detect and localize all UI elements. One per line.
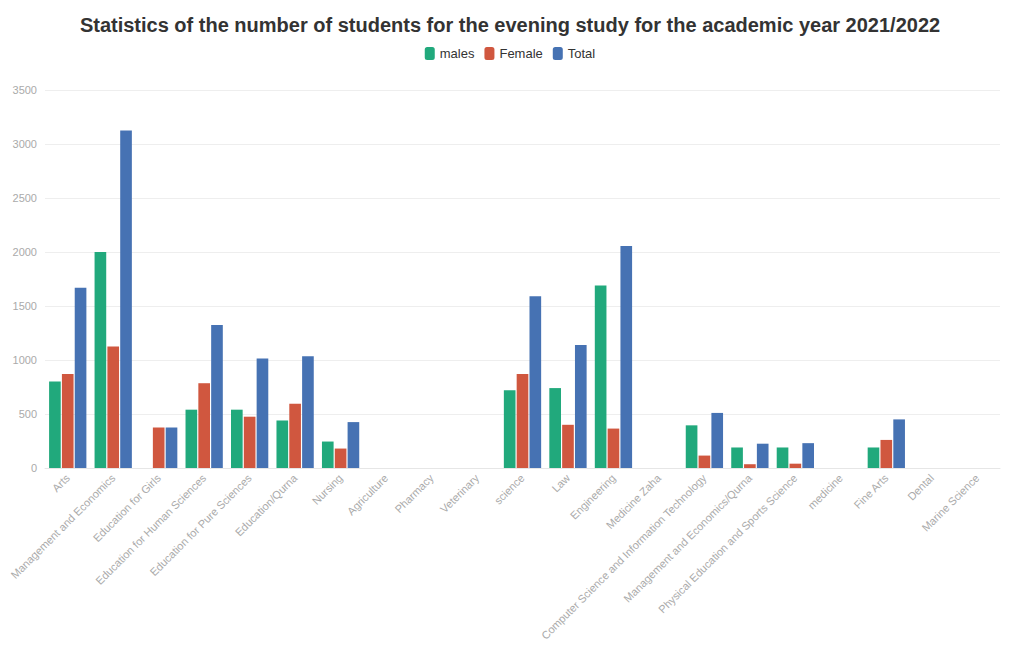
svg-text:males: males [440, 46, 475, 61]
svg-text:1000: 1000 [13, 354, 37, 366]
svg-text:0: 0 [31, 462, 37, 474]
svg-text:medicine: medicine [806, 472, 846, 512]
svg-text:Management and Economics: Management and Economics [8, 471, 118, 581]
svg-text:Physical Education and Sports: Physical Education and Sports Science [656, 472, 800, 616]
svg-text:Engineering: Engineering [568, 472, 618, 522]
svg-text:500: 500 [19, 408, 37, 420]
svg-text:Fine Arts: Fine Arts [851, 471, 890, 510]
svg-text:Veterinary: Veterinary [438, 471, 482, 515]
svg-text:2500: 2500 [13, 192, 37, 204]
svg-text:Computer Science and Informati: Computer Science and Information Technol… [539, 471, 709, 641]
svg-text:Education for Human Sciences: Education for Human Sciences [93, 471, 209, 587]
svg-text:Arts: Arts [50, 471, 73, 494]
svg-text:Marine Science: Marine Science [919, 472, 981, 534]
svg-text:2000: 2000 [13, 246, 37, 258]
svg-text:Education for Girls: Education for Girls [90, 471, 163, 545]
svg-text:Dental: Dental [905, 472, 936, 503]
svg-text:3500: 3500 [13, 84, 37, 96]
svg-text:Agriculture: Agriculture [345, 472, 391, 518]
svg-text:Nursing: Nursing [310, 472, 345, 507]
svg-text:Education for Pure Sciences: Education for Pure Sciences [147, 471, 254, 579]
svg-text:science: science [492, 472, 527, 507]
svg-text:Statistics of the number of st: Statistics of the number of students for… [80, 14, 940, 36]
svg-text:Management and Economics/Qurna: Management and Economics/Qurna [621, 471, 755, 605]
svg-text:Pharmacy: Pharmacy [392, 471, 436, 515]
svg-text:Education/Qurna: Education/Qurna [233, 471, 300, 538]
svg-text:Law: Law [549, 472, 572, 495]
svg-text:Female: Female [499, 46, 542, 61]
svg-text:Medicine Zaha: Medicine Zaha [603, 471, 664, 532]
svg-text:3000: 3000 [13, 138, 37, 150]
svg-text:1500: 1500 [13, 300, 37, 312]
svg-text:Total: Total [568, 46, 596, 61]
